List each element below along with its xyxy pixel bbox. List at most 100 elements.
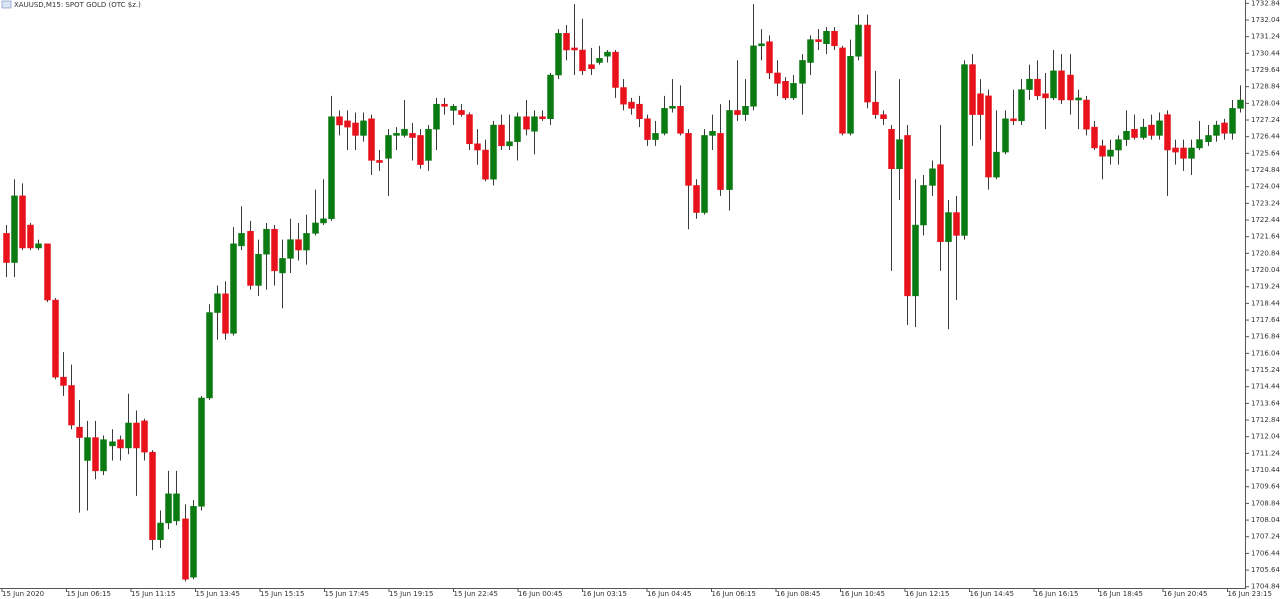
candle-body [19,195,26,249]
candle-body [247,231,254,286]
candle-body [287,239,294,259]
candle-body [3,233,10,263]
candle-body [482,149,489,180]
candle-body [750,45,757,107]
y-tick-label: 1732.84 [1251,0,1280,7]
candle-body [514,116,521,142]
y-tick-label: 1729.64 [1251,66,1280,74]
candle-body [888,128,895,170]
candle-body [84,437,91,461]
y-tick-label: 1718.44 [1251,299,1280,307]
candle-body [547,74,554,120]
x-tick-label: 16 Jun 23:15 [1228,590,1272,598]
candle-body [1172,147,1179,153]
candle-body [165,493,172,524]
candle-body [1067,74,1074,101]
y-tick-label: 1722.44 [1251,216,1280,224]
candle-body [539,116,546,120]
candle-body [929,168,936,186]
candle-body [1164,114,1171,151]
candle-body [531,116,538,132]
x-tick-label: 15 Jun 11:15 [131,590,175,598]
candle-body [425,128,432,161]
chart-title: XAUUSD,M15: SPOT GOLD (OTC $z.) [14,1,141,9]
y-tick-label: 1713.64 [1251,399,1280,407]
candle-body [596,58,603,63]
candle-body [117,439,124,449]
candle-body [571,47,578,51]
candle-body [953,212,960,236]
candle-body [579,49,586,72]
candle-body [709,131,716,136]
candle-body [1237,99,1244,109]
candle-body [1010,118,1017,122]
x-tick-label: 16 Jun 06:15 [712,590,756,598]
candle-body [417,135,424,165]
candle-body [636,103,643,120]
candle-body [344,120,351,128]
y-tick-label: 1716.84 [1251,333,1280,341]
y-tick-label: 1716.04 [1251,349,1280,357]
candle-body [312,222,319,234]
candle-body [198,397,205,507]
candle-body [758,43,765,47]
candle-body [182,518,189,580]
candle-body [1131,128,1138,138]
candle-body [1205,135,1212,142]
candle-body [490,124,497,180]
candle-body [1034,78,1041,97]
candle-body [693,185,700,213]
candle-body [352,122,359,136]
x-tick-label: 16 Jun 14:45 [970,590,1014,598]
y-tick-label: 1704.84 [1251,583,1280,591]
y-tick-label: 1728.84 [1251,83,1280,91]
y-tick-label: 1706.44 [1251,549,1280,557]
candle-body [190,506,197,578]
candle-body [766,41,773,74]
x-tick-label: 16 Jun 04:45 [647,590,691,598]
x-tick-label: 15 Jun 17:45 [325,590,369,598]
candle-body [271,228,278,272]
candle-body [823,31,830,45]
candle-body [385,135,392,159]
candle-body [555,33,562,76]
x-tick-label: 16 Jun 12:15 [905,590,949,598]
candle-body [912,224,919,297]
candle-body [206,312,213,399]
candle-body [677,106,684,134]
candle-body [376,160,383,163]
y-tick-label: 1717.64 [1251,316,1280,324]
candle-body [652,133,659,140]
candle-body [604,51,611,57]
x-tick-label: 16 Jun 16:15 [1034,590,1078,598]
candle-body [782,81,789,99]
candle-body [60,376,67,386]
x-tick-label: 16 Jun 08:45 [776,590,820,598]
candle-body [133,422,140,449]
candle-body [993,151,1000,178]
y-tick-label: 1730.44 [1251,49,1280,57]
candle-body [839,47,846,134]
x-tick-label: 15 Jun 06:15 [67,590,111,598]
candle-body [1140,126,1147,138]
candle-body [222,293,229,334]
candle-body [44,243,51,301]
candle-body [628,101,635,109]
candle-body [35,243,42,249]
candle-body [1058,70,1065,101]
candle-body [1156,120,1163,136]
candle-body [255,253,262,286]
candle-body [896,139,903,170]
candle-body [920,185,927,226]
candle-body [52,299,59,378]
y-tick-label: 1720.84 [1251,249,1280,257]
candle-body [238,233,245,247]
candle-body [433,103,440,130]
candle-body [1148,124,1155,136]
candle-body [1018,89,1025,122]
y-tick-label: 1727.24 [1251,116,1280,124]
candle-body [393,133,400,136]
candle-body [230,243,237,334]
candle-body [961,64,968,236]
